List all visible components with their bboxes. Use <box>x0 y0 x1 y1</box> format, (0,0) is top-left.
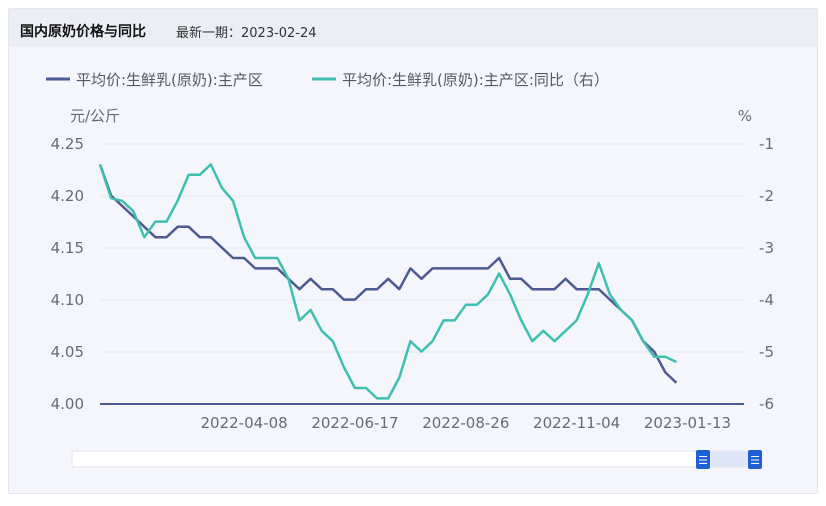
x-tick-label: 2022-11-04 <box>533 414 620 432</box>
slider-handle-start-body[interactable] <box>696 450 710 469</box>
slider-handle-end[interactable]: ☰ <box>748 450 762 469</box>
left-axis-unit: 元/公斤 <box>70 107 120 125</box>
right-axis-ticks: -1 -2 -3 -4 -5 -6 <box>759 135 774 413</box>
right-axis-unit: % <box>738 107 752 125</box>
left-tick-label: 4.05 <box>51 343 84 361</box>
drag-handle-icon: ☰ <box>698 454 708 467</box>
left-tick-label: 4.20 <box>51 187 84 205</box>
slider-track[interactable] <box>71 450 756 468</box>
slider-handle-start[interactable]: ☰ <box>696 450 710 469</box>
series-layer <box>98 163 678 400</box>
right-tick-label: -2 <box>759 187 774 205</box>
series-line-2 <box>98 163 677 400</box>
legend-label-series1[interactable]: 平均价:生鲜乳(原奶):主产区 <box>76 71 263 89</box>
chart-title: 国内原奶价格与同比 <box>20 24 146 40</box>
right-tick-label: -1 <box>759 135 774 153</box>
legend-label-series2[interactable]: 平均价:生鲜乳(原奶):主产区:同比（右） <box>342 71 609 89</box>
data-zoom-slider[interactable]: ☰ ☰ <box>71 450 762 469</box>
left-tick-label: 4.00 <box>51 395 84 413</box>
series-line-1 <box>98 163 678 384</box>
panel-header: 国内原奶价格与同比 最新一期：2023-02-24 <box>9 9 817 46</box>
slider-handle-end-body[interactable] <box>748 450 762 469</box>
left-tick-label: 4.15 <box>51 239 84 257</box>
legend[interactable]: 平均价:生鲜乳(原奶):主产区 平均价:生鲜乳(原奶):主产区:同比（右） <box>46 71 609 89</box>
right-tick-label: -5 <box>759 343 774 361</box>
left-tick-label: 4.10 <box>51 291 84 309</box>
right-tick-label: -6 <box>759 395 774 413</box>
x-tick-label: 2022-04-08 <box>201 414 288 432</box>
slider-window[interactable] <box>706 451 755 467</box>
left-tick-label: 4.25 <box>51 135 84 153</box>
right-tick-label: -4 <box>759 291 774 309</box>
x-axis-ticks: 2022-04-08 2022-06-17 2022-08-26 2022-11-04… <box>201 414 732 432</box>
latest-period-label: 最新一期：2023-02-24 <box>176 26 317 41</box>
x-tick-label: 2022-06-17 <box>311 414 398 432</box>
left-axis-ticks: 4.25 4.20 4.15 4.10 4.05 4.00 <box>51 135 84 413</box>
x-tick-label: 2022-08-26 <box>422 414 509 432</box>
chart-panel: 国内原奶价格与同比 最新一期：2023-02-24 <box>8 8 818 494</box>
x-tick-label: 2023-01-13 <box>644 414 731 432</box>
right-tick-label: -3 <box>759 239 774 257</box>
drag-handle-icon: ☰ <box>750 454 760 467</box>
